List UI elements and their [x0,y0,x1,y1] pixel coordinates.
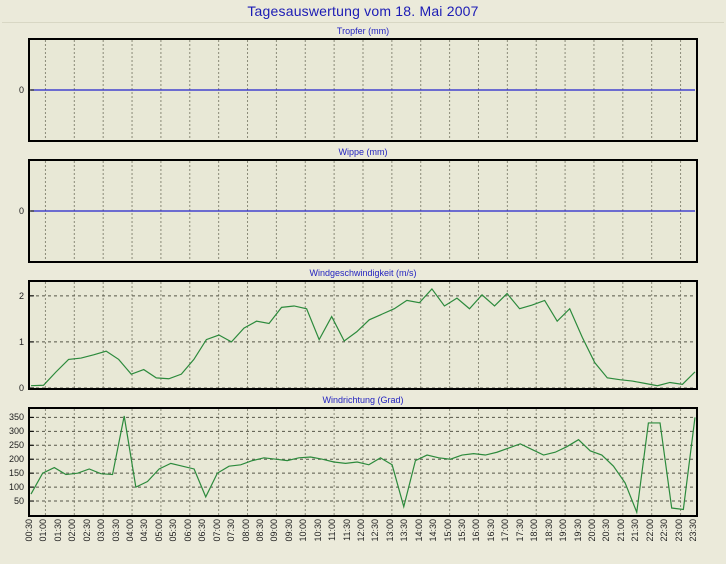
x-tick-label: 02:30 [81,519,92,542]
x-tick-label: 23:00 [673,519,684,542]
x-tick-label: 20:30 [601,519,612,542]
x-tick-label: 11:00 [327,519,338,541]
x-tick-label: 20:00 [586,519,597,542]
x-tick-label: 09:00 [269,519,280,542]
x-tick-label: 21:00 [615,519,626,542]
x-tick-label: 03:00 [96,519,107,542]
y-tick-label: 250 [8,440,24,451]
x-tick-label: 17:00 [500,519,511,542]
x-tick-label: 07:00 [211,519,222,542]
x-tick-label: 16:00 [471,519,482,542]
chart-canvas-windrichtung [30,409,696,515]
x-tick-label: 12:00 [356,519,366,542]
panel-tropfer: Tropfer (mm) 0 [0,25,726,142]
y-tick-label: 1 [18,336,24,347]
y-tick-label: 100 [8,482,24,493]
page-title: Tagesauswertung vom 18. Mai 2007 [247,3,479,19]
x-tick-label: 01:00 [38,519,49,542]
x-tick-label: 02:00 [67,519,78,542]
x-tick-label: 21:30 [630,519,641,542]
y-tick-label: 2 [18,290,24,301]
x-tick-label: 01:30 [52,519,63,542]
plot-area-tropfer [28,38,698,142]
x-tick-label: 12:30 [370,519,381,542]
x-tick-label: 19:00 [558,519,569,542]
x-axis-time-labels: 00:30 01:00 01:30 02:00 02:30 03:00 03:30 04:00… [24,517,698,563]
x-tick-label: 16:30 [485,519,496,542]
x-tick-label: 18:30 [543,519,554,542]
plot-area-windgeschwindigkeit [28,280,698,390]
panel-wippe: Wippe (mm) 0 [0,146,726,263]
panel-windrichtung: Windrichtung (Grad) 50 100 150 200 250 300 350 [0,394,726,517]
x-tick-label: 17:30 [514,519,525,542]
panel-title-windgeschwindigkeit: Windgeschwindigkeit (m/s) [309,268,417,278]
x-tick-label: 06:30 [197,519,208,542]
x-tick-label: 08:00 [240,519,251,542]
x-tick-label: 08:30 [254,519,265,542]
chart-canvas-wippe [30,161,696,261]
x-tick-label: 15:00 [442,519,453,542]
x-tick-label: 14:00 [413,519,424,542]
x-tick-label: 09:30 [283,519,294,542]
x-tick-label: 18:00 [529,519,540,542]
y-tick-label: 150 [8,468,24,479]
x-tick-label: 11:30 [341,519,352,541]
y-tick-label: 200 [8,454,24,465]
x-tick-label: 22:00 [644,519,655,542]
x-tick-label: 05:00 [153,519,164,542]
title-divider [2,22,724,23]
y-axis-labels-windrichtung: 50 100 150 200 250 300 350 [0,394,28,517]
x-tick-label: 15:30 [457,519,468,542]
x-tick-label: 03:30 [110,519,121,542]
plot-area-wippe [28,159,698,263]
y-tick-label: 300 [8,426,24,437]
x-tick-label: 10:00 [298,519,309,542]
x-tick-label: 04:30 [139,519,150,542]
y-tick-label: 50 [13,496,24,507]
y-tick-label: 350 [8,412,24,423]
y-axis-labels-tropfer: 0 [0,25,28,142]
y-tick-label: 0 [18,206,24,216]
chart-canvas-windgeschwindigkeit [30,282,696,388]
y-tick-label: 0 [18,85,24,95]
x-tick-label: 00:30 [24,519,34,542]
chart-canvas-tropfer [30,40,696,140]
plot-area-windrichtung [28,407,698,517]
x-tick-label: 13:30 [399,519,410,542]
panel-title-tropfer: Tropfer (mm) [336,26,390,36]
y-axis-labels-wippe: 0 [0,146,28,263]
x-tick-label: 05:30 [168,519,179,542]
x-tick-label: 07:30 [226,519,237,542]
x-tick-label: 19:30 [572,519,583,542]
x-tick-label: 06:00 [182,519,193,542]
x-tick-label: 14:30 [428,519,439,542]
x-tick-label: 13:00 [384,519,395,542]
panel-title-windrichtung: Windrichtung (Grad) [322,395,404,405]
x-tick-label: 22:30 [659,519,670,542]
x-tick-label: 23:30 [688,519,698,542]
x-tick-label: 04:00 [125,519,136,542]
panel-title-wippe: Wippe (mm) [338,147,388,157]
x-tick-label: 10:30 [312,519,323,542]
